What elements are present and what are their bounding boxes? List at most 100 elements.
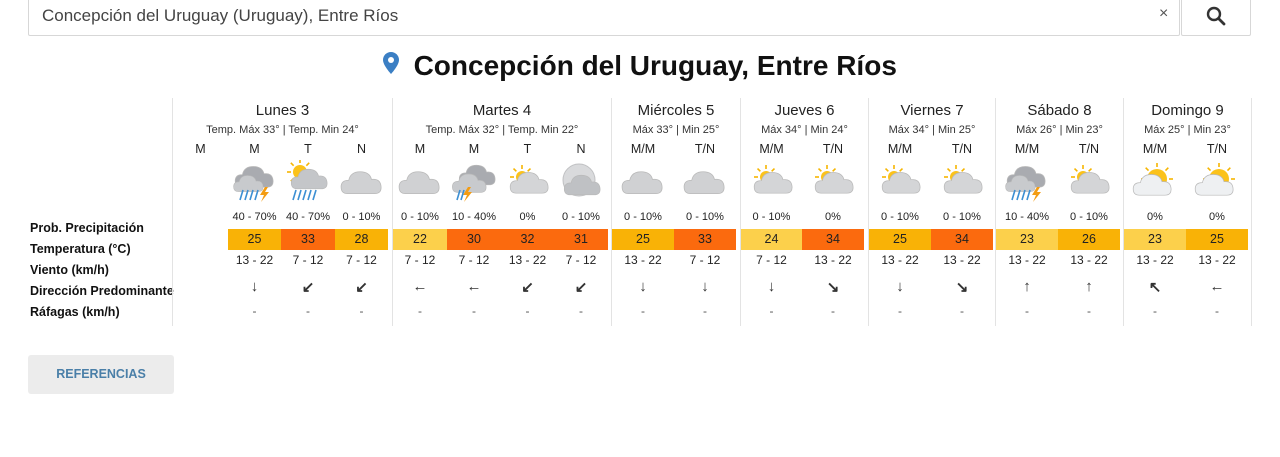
forecast-slot: T/N 0 - 10% 33 7 - 12 ↓ -: [674, 98, 736, 326]
storm-rain-cloud-icon: [996, 160, 1058, 204]
day-name: Miércoles 5: [637, 102, 715, 119]
temperature-value: 30: [447, 229, 501, 250]
temperature-value: 25: [612, 229, 674, 250]
period-label: T/N: [1206, 142, 1228, 156]
temperature-value: 31: [554, 229, 608, 250]
period-label: M/M: [887, 142, 913, 156]
wind-value: 7 - 12: [458, 253, 490, 267]
wind-value: 7 - 12: [346, 253, 377, 267]
wind-value: 13 - 22: [235, 253, 274, 267]
wind-direction-arrow-icon: ↘: [826, 279, 840, 296]
temperature-value: 25: [869, 229, 931, 250]
row-labels: Prob. Precipitación Temperatura (°C) Vie…: [30, 218, 174, 323]
cloudy-icon: [674, 160, 736, 204]
search-input[interactable]: [29, 0, 1139, 35]
search-box: ×: [28, 0, 1180, 36]
gust-value: -: [525, 304, 530, 318]
wind-value: 7 - 12: [565, 253, 597, 267]
wind-direction-arrow-icon: ↖: [1148, 279, 1162, 296]
day-name: Viernes 7: [900, 102, 964, 119]
wind-direction-arrow-icon: ↓: [701, 278, 709, 295]
wind-value: 7 - 12: [756, 253, 787, 267]
period-label: N: [576, 142, 586, 156]
forecast-day: Viernes 7 Máx 34° | Min 25° M/M 0 - 10% …: [868, 98, 995, 326]
forecast-slot: N 0 - 10% 31 7 - 12 ↙ -: [554, 98, 608, 326]
forecast-day: Jueves 6 Máx 34° | Min 24° M/M 0 - 10% 2…: [740, 98, 868, 326]
period-label: T: [304, 142, 312, 156]
precipitation-value: 10 - 40%: [1004, 211, 1050, 223]
location-pin-icon: [383, 52, 400, 74]
forecast-slot: M 40 - 70% 25 13 - 22 ↓ -: [228, 98, 281, 326]
cloudy-icon: [335, 160, 388, 204]
period-label: T/N: [1078, 142, 1100, 156]
period-label: T/N: [951, 142, 973, 156]
wind-direction-arrow-icon: ↑: [1023, 278, 1031, 295]
gust-value: -: [769, 304, 774, 318]
precipitation-value: 0 - 10%: [624, 211, 662, 223]
clear-search-icon[interactable]: ×: [1159, 5, 1169, 22]
wind-direction-arrow-icon: ↓: [250, 278, 259, 295]
wind-value: 7 - 12: [292, 253, 324, 267]
temperature-value: 33: [674, 229, 736, 250]
wind-direction-arrow-icon: ↙: [521, 279, 534, 296]
precipitation-value: 0 - 10%: [562, 211, 600, 223]
temperature-value: 25: [1186, 229, 1248, 250]
gust-value: -: [306, 304, 310, 318]
wind-value: 13 - 22: [1070, 253, 1108, 267]
period-label: M: [468, 142, 480, 156]
page-title: Concepción del Uruguay, Entre Ríos: [413, 50, 897, 81]
sun-cloud-icon: [1124, 160, 1186, 204]
temperature-value: 22: [393, 229, 447, 250]
gust-value: -: [703, 304, 707, 318]
forecast-slot: M/M 0 - 10% 25 13 - 22 ↓ -: [869, 98, 931, 326]
gust-value: -: [359, 304, 364, 318]
period-label: M/M: [630, 142, 656, 156]
forecast-slot: M 10 - 40% 30 7 - 12 ← -: [447, 98, 501, 326]
precipitation-value: 10 - 40%: [451, 211, 497, 223]
temperature-value: 28: [335, 229, 388, 250]
partly-cloudy-icon: [869, 160, 931, 204]
label-gusts: Ráfagas (km/h): [30, 305, 120, 319]
day-name: Domingo 9: [1151, 102, 1224, 119]
forecast-slot: T/N 0 - 10% 26 13 - 22 ↑ -: [1058, 98, 1120, 326]
cloudy-icon: [612, 160, 674, 204]
wind-value: 13 - 22: [1008, 253, 1046, 267]
partly-cloudy-icon: [1058, 160, 1120, 204]
wind-direction-arrow-icon: ↑: [1085, 278, 1093, 295]
wind-value: 13 - 22: [943, 253, 981, 267]
references-button[interactable]: REFERENCIAS: [28, 355, 174, 394]
forecast-slot: M/M 0 - 10% 24 7 - 12 ↓ -: [741, 98, 802, 326]
wind-direction-arrow-icon: ↙: [574, 279, 588, 296]
precipitation-value: 0 - 10%: [752, 211, 791, 223]
forecast-day: Sábado 8 Máx 26° | Min 23° M/M 10 - 40% …: [995, 98, 1123, 326]
forecast-day: Martes 4 Temp. Máx 32° | Temp. Min 22° M…: [392, 98, 611, 326]
empty-weather-icon: [173, 160, 228, 204]
wind-value: 13 - 22: [881, 253, 919, 267]
storm-cloud-icon: [447, 160, 501, 204]
day-temp-range: Máx 34° | Min 25°: [888, 124, 976, 136]
precipitation-value: 0%: [519, 211, 536, 223]
temperature-value: 26: [1058, 229, 1120, 250]
gust-value: -: [831, 304, 835, 318]
period-label: M: [414, 142, 426, 156]
forecast-slot: M 0 - 10% 22 7 - 12 ← -: [393, 98, 447, 326]
wind-value: 13 - 22: [1136, 253, 1174, 267]
precipitation-value: 0 - 10%: [401, 211, 439, 223]
wind-direction-arrow-icon: ↓: [767, 278, 776, 295]
wind-value: 13 - 22: [624, 253, 662, 267]
precipitation-value: 40 - 70%: [285, 211, 331, 223]
period-label: M: [195, 142, 206, 156]
gust-value: -: [252, 304, 257, 318]
wind-direction-arrow-icon: ↙: [301, 279, 315, 296]
gust-value: -: [898, 304, 902, 318]
precipitation-value: 0 - 10%: [686, 211, 724, 223]
sun-rain-cloud-icon: [281, 160, 335, 204]
precipitation-value: 40 - 70%: [232, 211, 277, 223]
search-button[interactable]: [1181, 0, 1251, 36]
partly-cloudy-icon: [741, 160, 802, 204]
forecast-day: Miércoles 5 Máx 33° | Min 25° M/M 0 - 10…: [611, 98, 740, 326]
forecast-slot: T/N 0 - 10% 34 13 - 22 ↘ -: [931, 98, 993, 326]
wind-direction-arrow-icon: ←: [412, 278, 428, 295]
period-label: T/N: [822, 142, 844, 156]
gust-value: -: [1153, 304, 1157, 318]
